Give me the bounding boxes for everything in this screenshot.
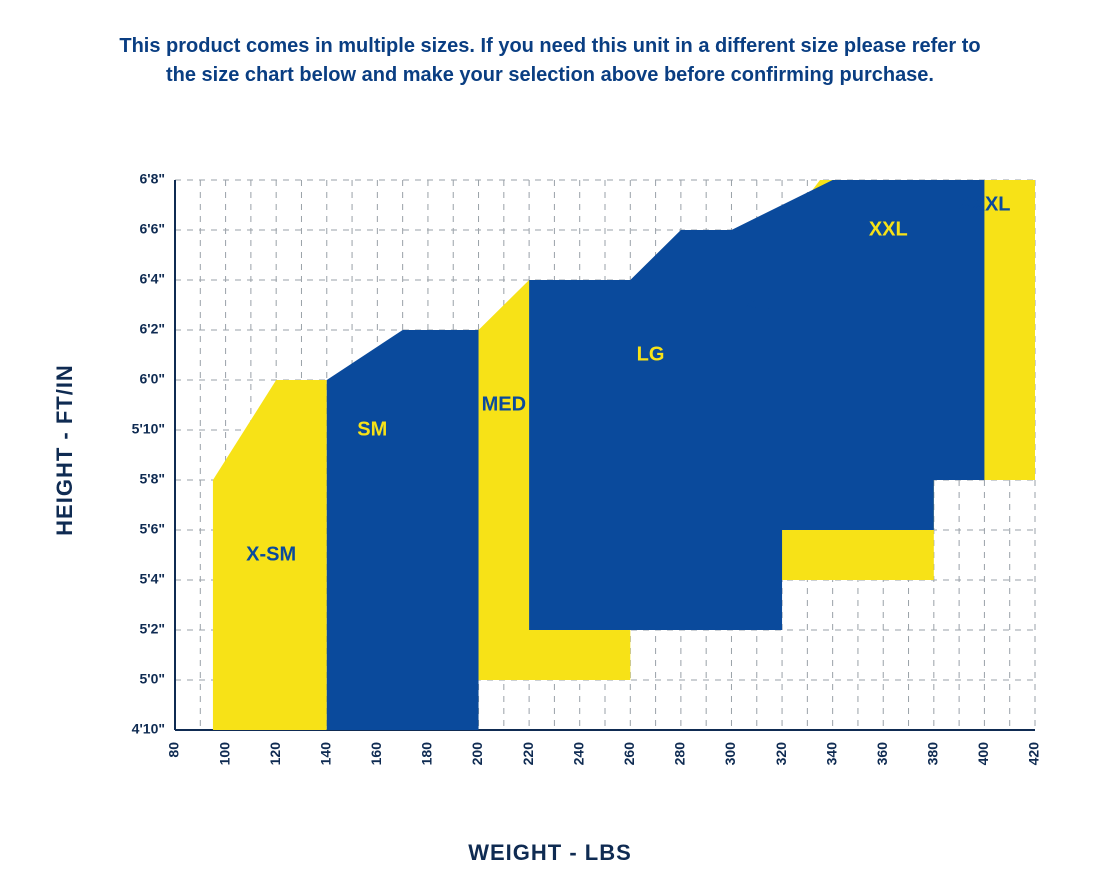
x-tick-label: 160 bbox=[368, 742, 384, 766]
x-tick-label: 300 bbox=[722, 742, 738, 766]
x-tick-label: 380 bbox=[925, 742, 941, 766]
x-tick-label: 180 bbox=[419, 742, 435, 766]
y-tick-label: 5'0" bbox=[139, 671, 165, 687]
y-tick-label: 6'6" bbox=[139, 221, 165, 237]
y-tick-label: 5'10" bbox=[132, 421, 165, 437]
x-tick-label: 100 bbox=[216, 742, 232, 766]
x-tick-label: 320 bbox=[773, 742, 789, 766]
y-tick-label: 4'10" bbox=[132, 721, 165, 737]
x-tick-label: 140 bbox=[317, 742, 333, 766]
x-tick-label: 80 bbox=[166, 742, 182, 758]
y-tick-label: 6'2" bbox=[139, 321, 165, 337]
x-tick-label: 120 bbox=[267, 742, 283, 766]
x-tick-label: 360 bbox=[874, 742, 890, 766]
x-tick-label: 220 bbox=[520, 742, 536, 766]
size-label-xl: XL bbox=[744, 293, 770, 315]
y-tick-label: 5'4" bbox=[139, 571, 165, 587]
size-label-xxxl: XXXL bbox=[958, 193, 1010, 215]
x-tick-label: 240 bbox=[570, 742, 586, 766]
size-label-x-sm: X-SM bbox=[246, 543, 296, 565]
size-label-sm: SM bbox=[357, 418, 387, 440]
x-tick-label: 260 bbox=[621, 742, 637, 766]
size-chart-page: This product comes in multiple sizes. If… bbox=[0, 0, 1100, 893]
x-tick-label: 400 bbox=[975, 742, 991, 766]
size-region-sm bbox=[327, 330, 479, 730]
x-axis-title: WEIGHT - LBS bbox=[0, 840, 1100, 866]
y-tick-label: 6'0" bbox=[139, 371, 165, 387]
size-chart: X-SM SM MED LG XL XXL XXXL 80 100 120 140 160 180 200… bbox=[115, 170, 1095, 840]
y-tick-label: 6'8" bbox=[139, 171, 165, 187]
y-tick-label: 5'2" bbox=[139, 621, 165, 637]
x-tick-label: 340 bbox=[823, 742, 839, 766]
y-tick-label: 5'8" bbox=[139, 471, 165, 487]
x-tick-label: 200 bbox=[469, 742, 485, 766]
x-tick-label: 280 bbox=[672, 742, 688, 766]
size-label-med: MED bbox=[482, 393, 526, 415]
size-label-lg: LG bbox=[637, 343, 665, 365]
y-tick-label: 6'4" bbox=[139, 271, 165, 287]
y-tick-label: 5'6" bbox=[139, 521, 165, 537]
size-label-xxl: XXL bbox=[869, 218, 908, 240]
instruction-text: This product comes in multiple sizes. If… bbox=[110, 32, 990, 90]
size-region-xxl bbox=[731, 180, 984, 530]
y-axis-title: HEIGHT - FT/IN bbox=[52, 364, 78, 536]
x-tick-label: 420 bbox=[1026, 742, 1042, 766]
